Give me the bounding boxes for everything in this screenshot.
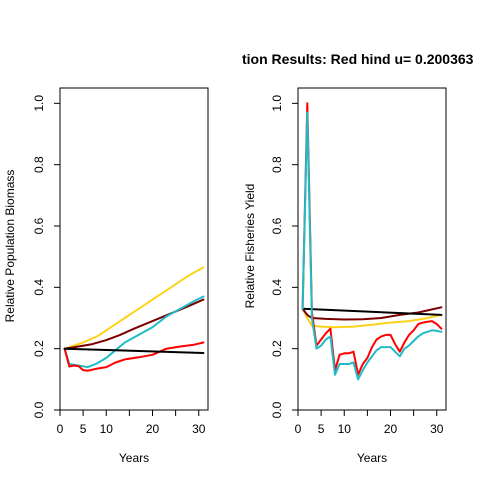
y-tick-label: 1.0 [32,95,46,112]
yield-panel: 0 5 10 20 30 0.0 0.2 0.4 0.6 0.8 1.0 Years Relative … [243,87,447,465]
x-tick-label: 5 [318,422,325,436]
series-line-black [301,307,443,316]
y-axis-label: Relative Fisheries Yield [243,184,257,309]
plot-frame [297,87,447,411]
plot-title: tion Results: Red hind u= 0.200363 [242,51,474,67]
y-tick-label: 0.8 [270,156,284,173]
x-tick-label: 30 [192,422,206,436]
y-tick-label: 1.0 [270,95,284,112]
x-tick-label: 20 [384,422,398,436]
series-line-red [63,341,205,372]
x-tick-label: 10 [100,422,114,436]
series-line-red [301,102,443,376]
plot-frame [59,87,209,411]
y-tick-label: 0.8 [32,156,46,173]
x-tick-label: 20 [146,422,160,436]
x-axis-label: Years [119,451,149,465]
y-axis-label: Relative Population Biomass [3,170,17,323]
series-line-black [63,347,205,354]
y-tick-label: 0.2 [270,340,284,357]
y-tick-label: 0.6 [32,217,46,234]
y-tick-label: 0.2 [32,340,46,357]
biomass-panel: 0 5 10 20 30 0.0 0.2 0.4 0.6 0.8 1.0 Years Relative … [3,87,209,465]
y-tick-label: 0.4 [270,279,284,296]
series-line-gold [63,266,205,350]
x-tick-label: 5 [80,422,87,436]
series-line-cyan [63,295,205,369]
x-tick-label: 0 [57,422,64,436]
x-tick-label: 0 [295,422,302,436]
x-axis-label: Years [357,451,387,465]
y-tick-label: 0.4 [32,279,46,296]
y-tick-label: 0.0 [32,401,46,418]
series-line-maroon [301,306,443,321]
y-tick-label: 0.0 [270,401,284,418]
y-tick-label: 0.6 [270,217,284,234]
x-tick-label: 10 [338,422,352,436]
series-line-gold [301,307,443,329]
x-tick-label: 30 [430,422,444,436]
series-line-cyan [301,111,443,381]
